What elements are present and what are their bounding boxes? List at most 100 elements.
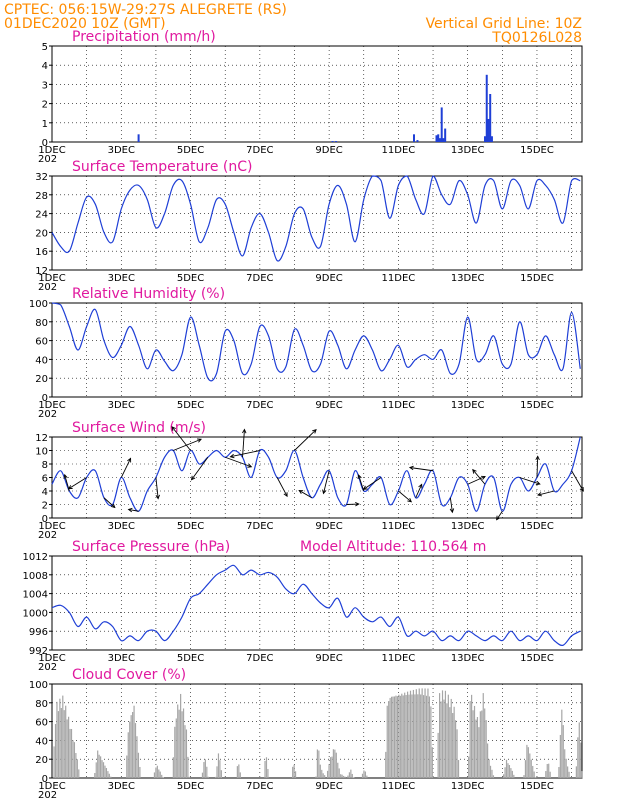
cloud-bar [353, 777, 355, 778]
precip-bar [416, 140, 419, 142]
cloud-bar [136, 736, 138, 778]
wind-arrow-head [496, 515, 501, 521]
x-tick-label: 5DEC [177, 521, 204, 532]
cloud-bar [315, 776, 317, 778]
wind-arrow [496, 510, 503, 520]
cloud-bar [129, 721, 131, 778]
precip-bar [437, 134, 440, 142]
y-tick-label: 1012 [23, 552, 48, 563]
x-tick-label: 5DEC [177, 781, 204, 792]
cloud-bar [178, 709, 180, 778]
cloud-bar [527, 747, 529, 778]
cloud-bar [294, 771, 297, 778]
cloud-bar [476, 717, 479, 778]
y-tick-label: 2 [42, 501, 48, 512]
y-tick-label: 40 [35, 736, 48, 747]
cloud-bar [127, 732, 129, 778]
x-tick-label: 5DEC [177, 145, 204, 156]
cloud-bar [469, 701, 471, 778]
cloud-bar [430, 706, 432, 778]
wind-arrow [467, 476, 486, 485]
cloud-bar [402, 695, 404, 778]
wind-arrow-head [481, 475, 486, 480]
wind-arrow-head [190, 475, 196, 481]
cloud-bar [456, 729, 458, 778]
cloud-bar [175, 718, 177, 778]
wind-arrow [103, 497, 116, 508]
cloud-bar [340, 774, 342, 778]
cloud-bar [65, 705, 67, 778]
cloud-bar [487, 743, 489, 778]
cloud-bar [203, 762, 205, 778]
cloud-bar [513, 774, 515, 778]
precip-bar [485, 74, 488, 142]
wind-arrow-head [418, 483, 423, 489]
cloud-bar [316, 749, 318, 778]
wind-arrow-head [127, 507, 133, 513]
cloud-bar [59, 698, 61, 778]
cloud-bar [418, 688, 420, 778]
cloud-bar [491, 769, 493, 778]
x-tick-label: 11DEC [382, 400, 416, 411]
x-tick-label: 11DEC [382, 145, 416, 156]
cloud-bar [267, 768, 269, 778]
cloud-bar [324, 775, 326, 778]
cloud-bar [503, 774, 505, 778]
cloud-bar [457, 760, 460, 778]
wind-arrow-head [362, 485, 368, 490]
cloud-bar [57, 711, 60, 778]
cloud-bar [420, 694, 422, 778]
cloud-bar [510, 768, 512, 778]
y-tick-label: 992 [29, 646, 48, 657]
cloud-bar [431, 747, 433, 778]
cloud-bar [363, 770, 365, 778]
cloud-bar [102, 762, 105, 778]
cloud-bar [62, 695, 64, 778]
cloud-bar [472, 710, 474, 778]
precip-bar [490, 136, 493, 142]
cloud-bar [293, 764, 295, 778]
wind-arrow [409, 467, 434, 472]
precip-bar [435, 135, 438, 142]
cloud-bar [564, 749, 566, 778]
cloud-bar [399, 695, 401, 778]
panel-title: Surface Pressure (hPa) [72, 539, 230, 555]
cloud-bar [134, 723, 137, 778]
wind-arrow [294, 429, 317, 451]
cloud-bar [156, 765, 158, 778]
precip-bar [331, 141, 334, 142]
wind-arrow [449, 497, 453, 513]
cloud-bar [184, 725, 186, 778]
cloud-bar [388, 701, 390, 778]
x-tick-label: 11DEC [382, 653, 416, 664]
cloud-bar [559, 734, 561, 778]
y-tick-label: 40 [35, 355, 48, 366]
x-tick-year: 202 [38, 662, 57, 673]
wind-arrow-head [242, 428, 247, 434]
y-tick-label: 4 [42, 487, 48, 498]
y-tick-label: 24 [35, 210, 48, 221]
y-tick-label: 100 [29, 299, 48, 310]
cloud-bar [332, 749, 334, 778]
wind-arrow-head [155, 494, 160, 500]
wind-arrow [120, 458, 131, 478]
wind-arrow [242, 429, 245, 458]
x-tick-label: 9DEC [315, 521, 342, 532]
x-tick-label: 3DEC [108, 781, 135, 792]
x-tick-label: 1DEC [38, 781, 65, 792]
x-tick-label: 3DEC [108, 653, 135, 664]
x-tick-label: 9DEC [315, 145, 342, 156]
cloud-bar [395, 695, 397, 778]
cloud-bar [214, 776, 217, 778]
cloud-bar [455, 720, 457, 778]
cloud-bar [473, 705, 476, 778]
wind-arrow-head [355, 501, 360, 507]
y-tick-label: 12 [35, 266, 48, 277]
cloud-bar [386, 705, 388, 778]
cloud-bar [107, 771, 109, 778]
x-tick-year: 202 [38, 282, 57, 293]
cloud-bar [56, 701, 58, 778]
cloud-bar [328, 765, 330, 778]
y-tick-label: 10 [35, 447, 48, 458]
x-tick-label: 13DEC [451, 781, 485, 792]
